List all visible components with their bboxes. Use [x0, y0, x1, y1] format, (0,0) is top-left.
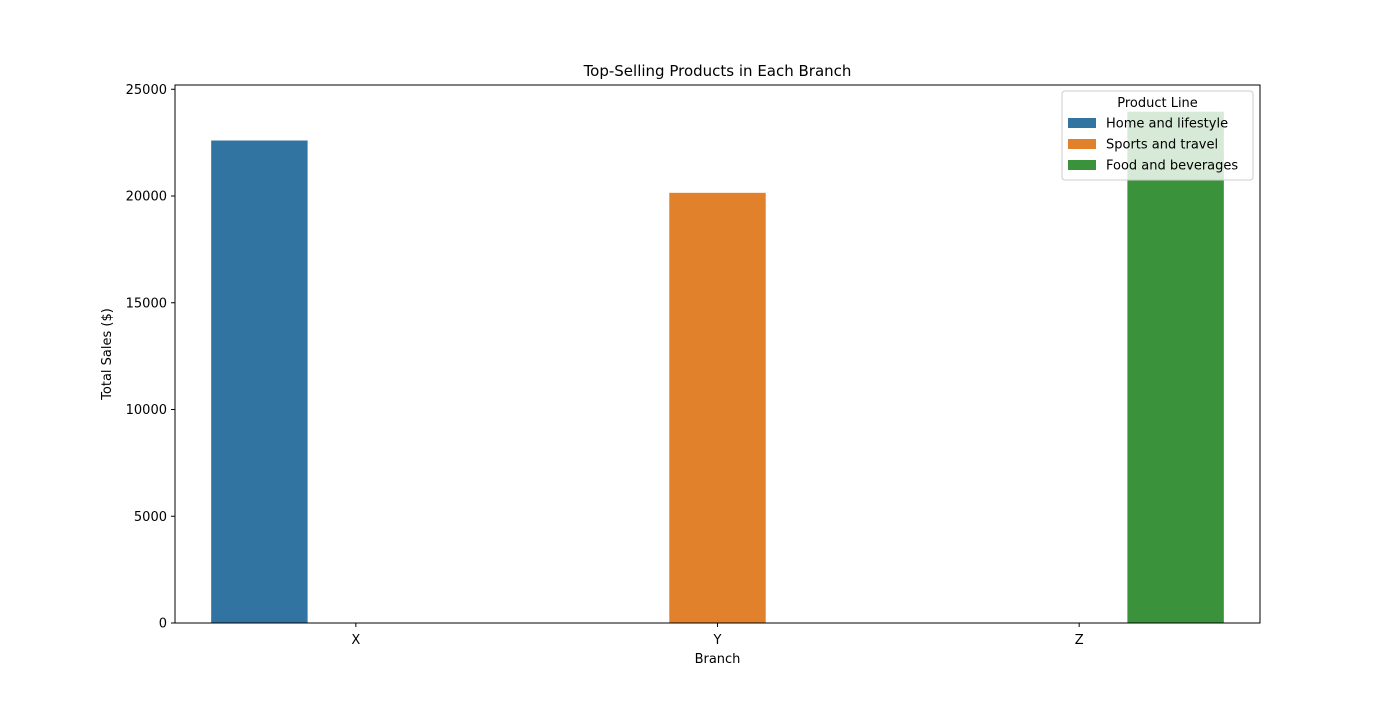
- bar-y-sports-and-travel: [669, 192, 766, 624]
- x-tick-label: X: [351, 633, 360, 648]
- bars-layer: [211, 111, 1224, 624]
- chart-title: Top-Selling Products in Each Branch: [583, 62, 852, 80]
- y-tick-label: 10000: [126, 403, 167, 418]
- bar-x-home-and-lifestyle: [211, 140, 308, 623]
- bar-z-food-and-beverages: [1127, 111, 1224, 623]
- x-tick-label: Z: [1075, 633, 1084, 648]
- x-axis-label: Branch: [695, 652, 741, 667]
- legend-label: Sports and travel: [1106, 138, 1218, 153]
- y-tick-label: 20000: [126, 190, 167, 205]
- legend-box: [1061, 90, 1254, 181]
- legend-swatch: [1068, 118, 1096, 128]
- legend: Product Line Home and lifestyle Sports and…: [1061, 90, 1254, 181]
- x-tick-label: Y: [713, 633, 722, 648]
- y-tick-label: 5000: [134, 510, 167, 525]
- legend-swatch: [1068, 139, 1096, 149]
- legend-title: Product Line: [1117, 96, 1198, 111]
- y-tick-label: 25000: [126, 83, 167, 98]
- y-axis-label: Total Sales ($): [100, 308, 115, 401]
- axes-layer: 0 5000 10000 15000 20000 25000 X Y Z: [126, 83, 1261, 648]
- y-tick-label: 15000: [126, 296, 167, 311]
- legend-label: Home and lifestyle: [1106, 117, 1228, 132]
- y-tick-label: 0: [159, 617, 167, 632]
- legend-swatch: [1068, 160, 1096, 170]
- legend-label: Food and beverages: [1106, 159, 1238, 174]
